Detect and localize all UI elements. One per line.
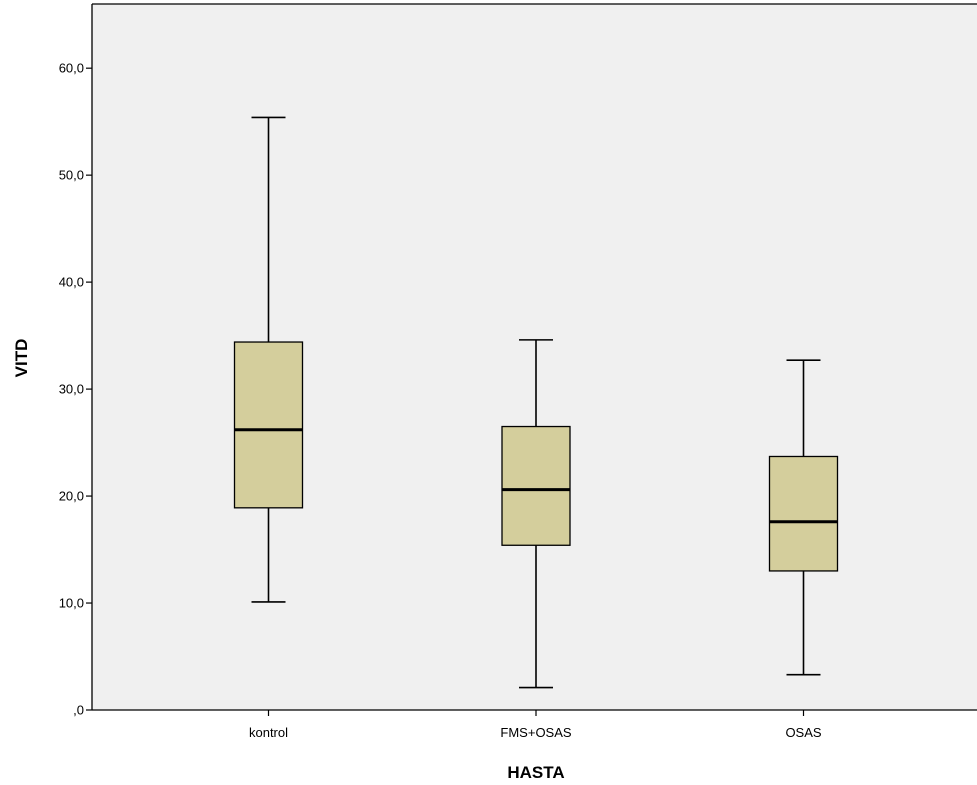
y-tick-label: 20,0 — [59, 489, 84, 504]
box-iqr — [768, 455, 839, 572]
x-tick-label: kontrol — [249, 725, 288, 740]
box-iqr — [233, 341, 304, 509]
x-axis-title: HASTA — [507, 763, 564, 782]
y-tick-label: 60,0 — [59, 61, 84, 76]
box-kontrol — [233, 116, 304, 603]
box-osas — [768, 359, 839, 676]
x-tick-label: OSAS — [785, 725, 821, 740]
y-axis-ticks: ,0 10,0 20,0 30,0 40,0 50,0 60,0 — [59, 61, 92, 718]
y-tick-label: 10,0 — [59, 596, 84, 611]
y-tick-label: 30,0 — [59, 382, 84, 397]
plot-area — [92, 4, 977, 710]
y-tick-label: 50,0 — [59, 168, 84, 183]
boxes-group — [233, 116, 839, 689]
x-axis-ticks: kontrol FMS+OSAS OSAS — [249, 710, 822, 740]
box-iqr — [501, 425, 571, 546]
box-fms-osas — [501, 339, 571, 689]
y-tick-label: 40,0 — [59, 275, 84, 290]
y-axis-title: VITD — [12, 339, 31, 378]
x-tick-label: FMS+OSAS — [500, 725, 571, 740]
y-tick-label: ,0 — [73, 703, 84, 718]
